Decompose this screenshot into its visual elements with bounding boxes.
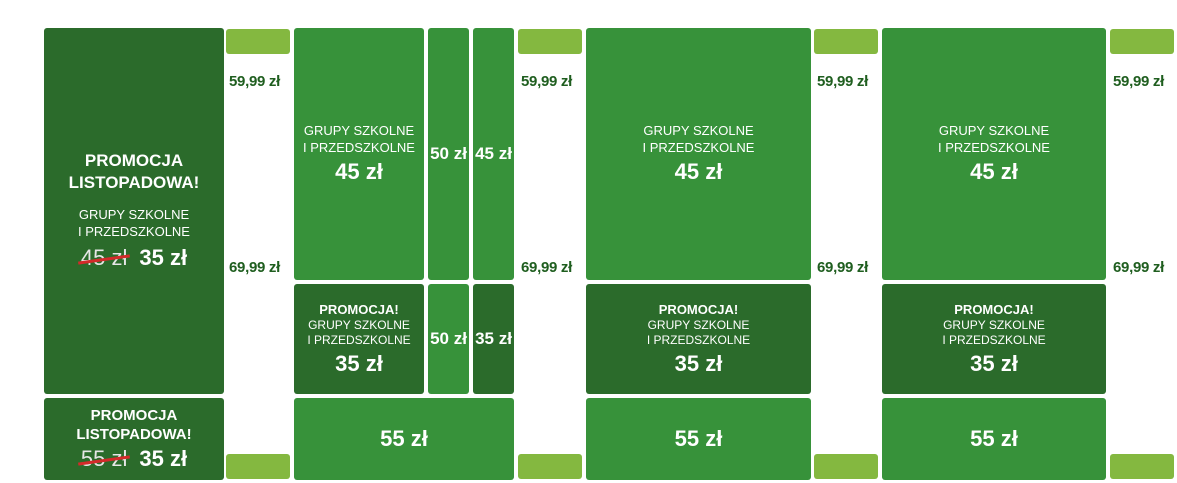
promo-tile-line2: I PRZEDSZKOLNE bbox=[646, 332, 751, 347]
narrow-tile-top-b[interactable]: 45 zł bbox=[473, 28, 514, 280]
cap-top-c bbox=[814, 29, 878, 54]
group-tile-line1: GRUPY SZKOLNE bbox=[938, 123, 1050, 138]
cap-bottom-d bbox=[1110, 454, 1174, 479]
promo-tile-1[interactable]: PROMOCJA! GRUPY SZKOLNE I PRZEDSZKOLNE 3… bbox=[294, 284, 424, 394]
promo-panel[interactable]: PROMOCJA LISTOPADOWA! GRUPY SZKOLNE I PR… bbox=[44, 28, 224, 394]
promo-group-line1: GRUPY SZKOLNE bbox=[78, 207, 190, 222]
promo-tile-line2: I PRZEDSZKOLNE bbox=[307, 332, 411, 347]
promo-title-line2: LISTOPADOWA! bbox=[68, 173, 200, 192]
promo-bottom-new-price: 35 zł bbox=[139, 445, 188, 471]
price-lower-c: 69,99 zł bbox=[817, 259, 868, 276]
price-upper-d: 59,99 zł bbox=[1113, 73, 1164, 90]
cap-top-b bbox=[518, 29, 582, 54]
cap-bottom-c bbox=[814, 454, 878, 479]
narrow-tile-bottom-b[interactable]: 35 zł bbox=[473, 284, 514, 394]
group-tile-line1: GRUPY SZKOLNE bbox=[643, 123, 754, 138]
promo-title-line1: PROMOCJA bbox=[84, 151, 184, 170]
narrow-tile-top-a[interactable]: 50 zł bbox=[428, 28, 469, 280]
narrow-price: 45 zł bbox=[475, 144, 512, 163]
promo-tile-2[interactable]: PROMOCJA! GRUPY SZKOLNE I PRZEDSZKOLNE 3… bbox=[586, 284, 811, 394]
price-upper-a: 59,99 zł bbox=[229, 73, 280, 90]
group-tile-2[interactable]: GRUPY SZKOLNE I PRZEDSZKOLNE 45 zł bbox=[586, 28, 811, 280]
price-lower-d: 69,99 zł bbox=[1113, 259, 1164, 276]
bottom-tile-price: 55 zł bbox=[674, 426, 723, 451]
promo-tile-line1: GRUPY SZKOLNE bbox=[308, 317, 410, 332]
promo-bottom-title-line1: PROMOCJA bbox=[90, 406, 178, 424]
cap-bottom-b bbox=[518, 454, 582, 479]
promo-tile-title: PROMOCJA! bbox=[658, 301, 739, 317]
promo-new-price: 35 zł bbox=[139, 245, 188, 270]
bottom-tile-price: 55 zł bbox=[380, 426, 428, 451]
group-tile-price: 45 zł bbox=[335, 159, 383, 184]
price-upper-c: 59,99 zł bbox=[817, 73, 868, 90]
promo-tile-line2: I PRZEDSZKOLNE bbox=[942, 332, 1046, 347]
promo-tile-price: 35 zł bbox=[674, 350, 723, 376]
promo-old-price: 45 zł bbox=[80, 245, 128, 270]
bottom-tile-3[interactable]: 55 zł bbox=[882, 398, 1106, 480]
narrow-price: 50 zł bbox=[430, 144, 467, 163]
narrow-price: 50 zł bbox=[430, 329, 467, 348]
group-tile-line2: I PRZEDSZKOLNE bbox=[303, 140, 415, 155]
bottom-tile-1[interactable]: 55 zł bbox=[294, 398, 514, 480]
promo-tile-line1: GRUPY SZKOLNE bbox=[647, 317, 750, 332]
promo-tile-title: PROMOCJA! bbox=[954, 301, 1034, 317]
price-lower-b: 69,99 zł bbox=[521, 259, 572, 276]
narrow-price: 35 zł bbox=[475, 329, 512, 348]
cap-top-a bbox=[226, 29, 290, 54]
group-tile-price: 45 zł bbox=[674, 159, 723, 184]
promo-bottom-panel[interactable]: PROMOCJA LISTOPADOWA! 55 zł 35 zł bbox=[44, 398, 224, 480]
promo-tile-line1: GRUPY SZKOLNE bbox=[943, 317, 1045, 332]
group-tile-price: 45 zł bbox=[970, 159, 1018, 184]
group-tile-line2: I PRZEDSZKOLNE bbox=[642, 140, 755, 155]
cap-bottom-a bbox=[226, 454, 290, 479]
group-tile-line2: I PRZEDSZKOLNE bbox=[938, 140, 1050, 155]
price-lower-a: 69,99 zł bbox=[229, 259, 280, 276]
promo-group-line2: I PRZEDSZKOLNE bbox=[78, 224, 190, 239]
bottom-tile-price: 55 zł bbox=[970, 426, 1018, 451]
promo-bottom-title-line2: LISTOPADOWA! bbox=[76, 425, 192, 443]
bottom-tile-2[interactable]: 55 zł bbox=[586, 398, 811, 480]
promo-tile-price: 35 zł bbox=[970, 350, 1018, 376]
narrow-tile-bottom-a[interactable]: 50 zł bbox=[428, 284, 469, 394]
price-upper-b: 59,99 zł bbox=[521, 73, 572, 90]
promo-bottom-old-price: 55 zł bbox=[80, 445, 128, 471]
promo-tile-price: 35 zł bbox=[335, 350, 383, 376]
cap-top-d bbox=[1110, 29, 1174, 54]
promo-tile-title: PROMOCJA! bbox=[319, 301, 399, 317]
group-tile-line1: GRUPY SZKOLNE bbox=[303, 123, 415, 138]
promo-tile-3[interactable]: PROMOCJA! GRUPY SZKOLNE I PRZEDSZKOLNE 3… bbox=[882, 284, 1106, 394]
group-tile-3[interactable]: GRUPY SZKOLNE I PRZEDSZKOLNE 45 zł bbox=[882, 28, 1106, 280]
group-tile-1[interactable]: GRUPY SZKOLNE I PRZEDSZKOLNE 45 zł bbox=[294, 28, 424, 280]
